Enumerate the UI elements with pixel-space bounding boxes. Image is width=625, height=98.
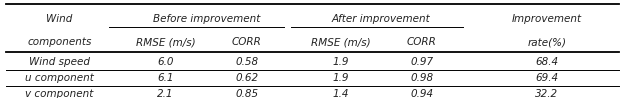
Text: 2.1: 2.1 [158,89,174,98]
Text: 6.0: 6.0 [158,57,174,67]
Text: 0.94: 0.94 [411,89,434,98]
Text: 6.1: 6.1 [158,73,174,83]
Text: Improvement: Improvement [512,14,582,24]
Text: CORR: CORR [407,37,437,47]
Text: 1.4: 1.4 [332,89,349,98]
Text: 0.62: 0.62 [235,73,259,83]
Text: 32.2: 32.2 [535,89,559,98]
Text: 69.4: 69.4 [535,73,559,83]
Text: RMSE (m/s): RMSE (m/s) [136,37,196,47]
Text: Wind speed: Wind speed [29,57,90,67]
Text: 0.85: 0.85 [235,89,259,98]
Text: CORR: CORR [232,37,262,47]
Text: After improvement: After improvement [332,14,431,24]
Text: u component: u component [25,73,94,83]
Text: 68.4: 68.4 [535,57,559,67]
Text: rate(%): rate(%) [528,37,566,47]
Text: Before improvement: Before improvement [152,14,260,24]
Text: components: components [28,37,92,47]
Text: 0.58: 0.58 [235,57,259,67]
Text: 1.9: 1.9 [332,57,349,67]
Text: 0.98: 0.98 [411,73,434,83]
Text: Wind: Wind [46,14,72,24]
Text: 1.9: 1.9 [332,73,349,83]
Text: 0.97: 0.97 [411,57,434,67]
Text: RMSE (m/s): RMSE (m/s) [311,37,371,47]
Text: v component: v component [25,89,94,98]
